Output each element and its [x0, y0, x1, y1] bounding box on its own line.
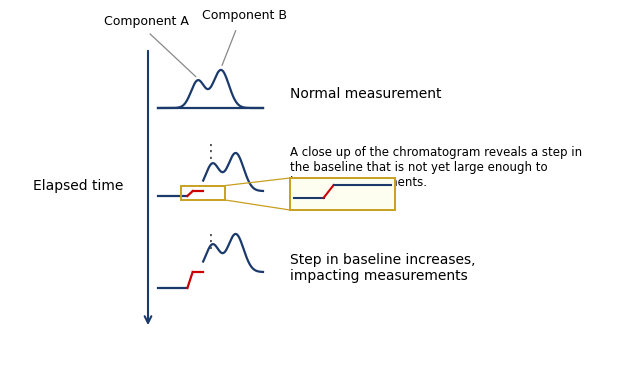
Text: Normal measurement: Normal measurement: [290, 87, 442, 101]
Text: Step in baseline increases,
impacting measurements: Step in baseline increases, impacting me…: [290, 253, 476, 283]
Text: Component A: Component A: [103, 15, 188, 28]
Text: ⋮: ⋮: [202, 233, 219, 251]
Text: Component B: Component B: [202, 9, 287, 22]
Bar: [290, 178, 395, 210]
Text: Elapsed time: Elapsed time: [33, 179, 123, 193]
Text: A close up of the chromatogram reveals a step in
the baseline that is not yet la: A close up of the chromatogram reveals a…: [290, 146, 582, 189]
Bar: [181, 186, 225, 200]
Text: ⋮: ⋮: [202, 143, 219, 161]
